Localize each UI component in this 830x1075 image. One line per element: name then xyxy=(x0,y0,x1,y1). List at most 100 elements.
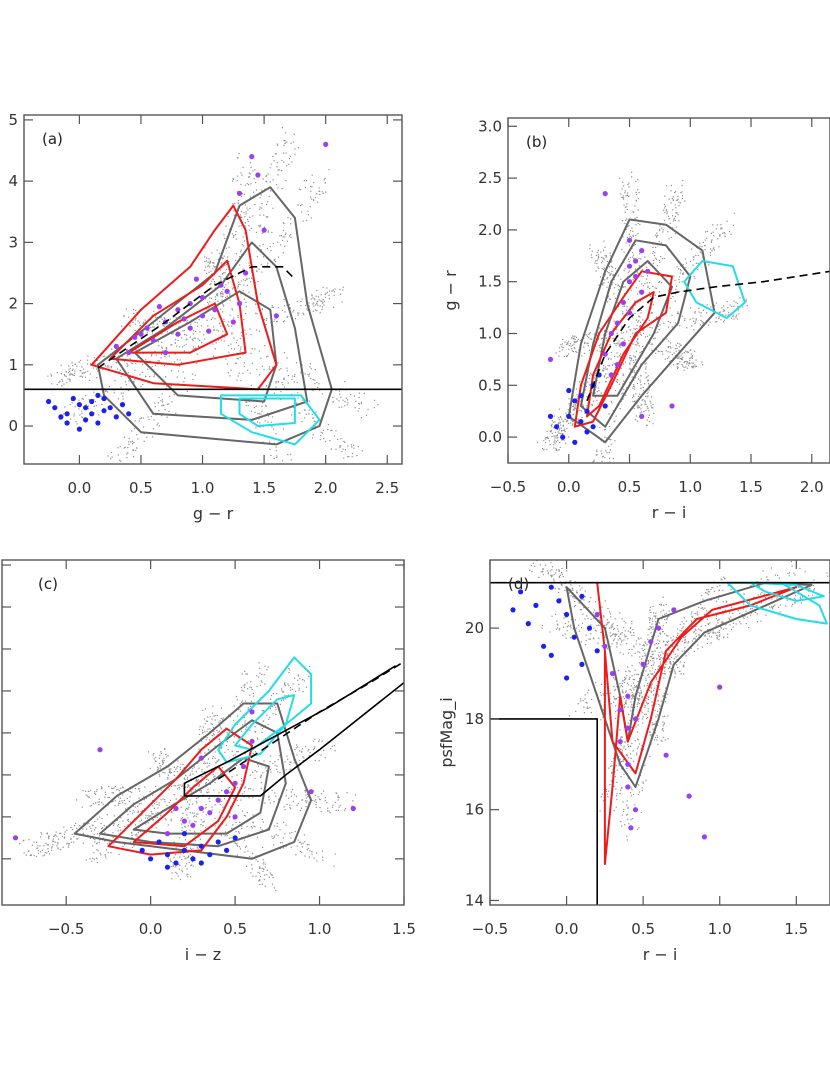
background-point xyxy=(249,788,251,790)
background-point xyxy=(736,303,739,305)
background-point xyxy=(127,316,130,318)
background-point xyxy=(132,449,134,451)
background-point xyxy=(154,402,156,404)
background-point xyxy=(200,791,202,793)
background-point xyxy=(181,337,183,339)
background-point xyxy=(222,257,224,259)
background-point xyxy=(690,307,692,309)
background-point xyxy=(576,394,578,396)
background-point xyxy=(164,747,166,750)
background-point xyxy=(315,295,317,297)
background-point xyxy=(198,785,200,787)
background-point xyxy=(716,224,719,226)
background-point xyxy=(174,342,176,344)
background-point xyxy=(655,236,658,238)
plot-area-b xyxy=(537,171,830,476)
background-point xyxy=(609,273,611,275)
background-point xyxy=(305,789,307,791)
background-point xyxy=(29,854,32,856)
background-point xyxy=(221,258,223,260)
background-point xyxy=(154,350,156,352)
background-point xyxy=(163,325,166,327)
background-point xyxy=(93,391,95,393)
background-point xyxy=(727,314,729,316)
background-point xyxy=(69,370,71,373)
background-point xyxy=(268,795,270,797)
background-point xyxy=(626,814,628,816)
background-point xyxy=(332,804,334,806)
background-point xyxy=(217,259,219,261)
background-point xyxy=(607,475,608,476)
background-point xyxy=(296,845,298,847)
background-point xyxy=(664,195,666,197)
background-point xyxy=(319,439,321,441)
background-point xyxy=(635,193,638,196)
background-point xyxy=(720,319,722,321)
background-point xyxy=(634,205,636,207)
background-point xyxy=(189,847,192,849)
background-point xyxy=(263,369,265,371)
background-point xyxy=(631,695,633,697)
background-point xyxy=(297,147,299,149)
background-point xyxy=(197,797,199,799)
background-point xyxy=(142,331,144,333)
background-point xyxy=(305,219,307,222)
background-point xyxy=(146,331,148,333)
background-point xyxy=(547,573,549,575)
background-point xyxy=(206,257,208,259)
background-point xyxy=(272,693,274,695)
background-point xyxy=(604,330,606,332)
background-point xyxy=(668,356,670,358)
background-point xyxy=(621,196,623,199)
background-point xyxy=(296,744,298,746)
background-point xyxy=(264,874,266,876)
background-point xyxy=(221,767,223,769)
background-point xyxy=(296,381,298,384)
background-point xyxy=(242,268,244,270)
background-point xyxy=(608,622,610,624)
background-point xyxy=(214,266,216,268)
background-point xyxy=(224,237,226,240)
background-point xyxy=(84,376,87,378)
background-point xyxy=(284,684,286,686)
background-point xyxy=(35,855,38,858)
background-point xyxy=(639,651,641,653)
background-point xyxy=(694,618,696,620)
background-point xyxy=(607,358,610,361)
background-point xyxy=(225,824,227,826)
background-point xyxy=(246,279,248,281)
background-point xyxy=(206,762,208,764)
background-point xyxy=(692,317,694,319)
background-point xyxy=(658,351,660,353)
background-point xyxy=(213,733,215,735)
background-point xyxy=(181,785,183,788)
background-point xyxy=(795,595,797,597)
background-point xyxy=(216,714,218,716)
background-point xyxy=(613,293,615,295)
purple-point xyxy=(626,237,633,243)
background-point xyxy=(674,300,676,302)
background-point xyxy=(187,817,189,819)
background-point xyxy=(596,391,598,393)
background-point xyxy=(144,786,146,788)
background-point xyxy=(290,808,292,810)
background-point xyxy=(258,667,261,669)
background-point xyxy=(268,718,270,720)
background-point xyxy=(676,363,678,365)
background-point xyxy=(144,319,146,321)
background-point xyxy=(615,342,617,345)
background-point xyxy=(129,810,131,812)
background-point xyxy=(654,287,656,289)
background-point xyxy=(686,367,689,369)
background-point xyxy=(310,190,312,192)
background-point xyxy=(743,603,745,605)
background-point xyxy=(63,837,65,839)
background-point xyxy=(299,810,302,812)
purple-point xyxy=(218,282,224,288)
background-point xyxy=(203,334,205,336)
background-point xyxy=(122,794,124,796)
background-point xyxy=(57,848,59,850)
background-point xyxy=(669,222,671,224)
background-point xyxy=(244,216,246,218)
background-point xyxy=(191,864,193,866)
